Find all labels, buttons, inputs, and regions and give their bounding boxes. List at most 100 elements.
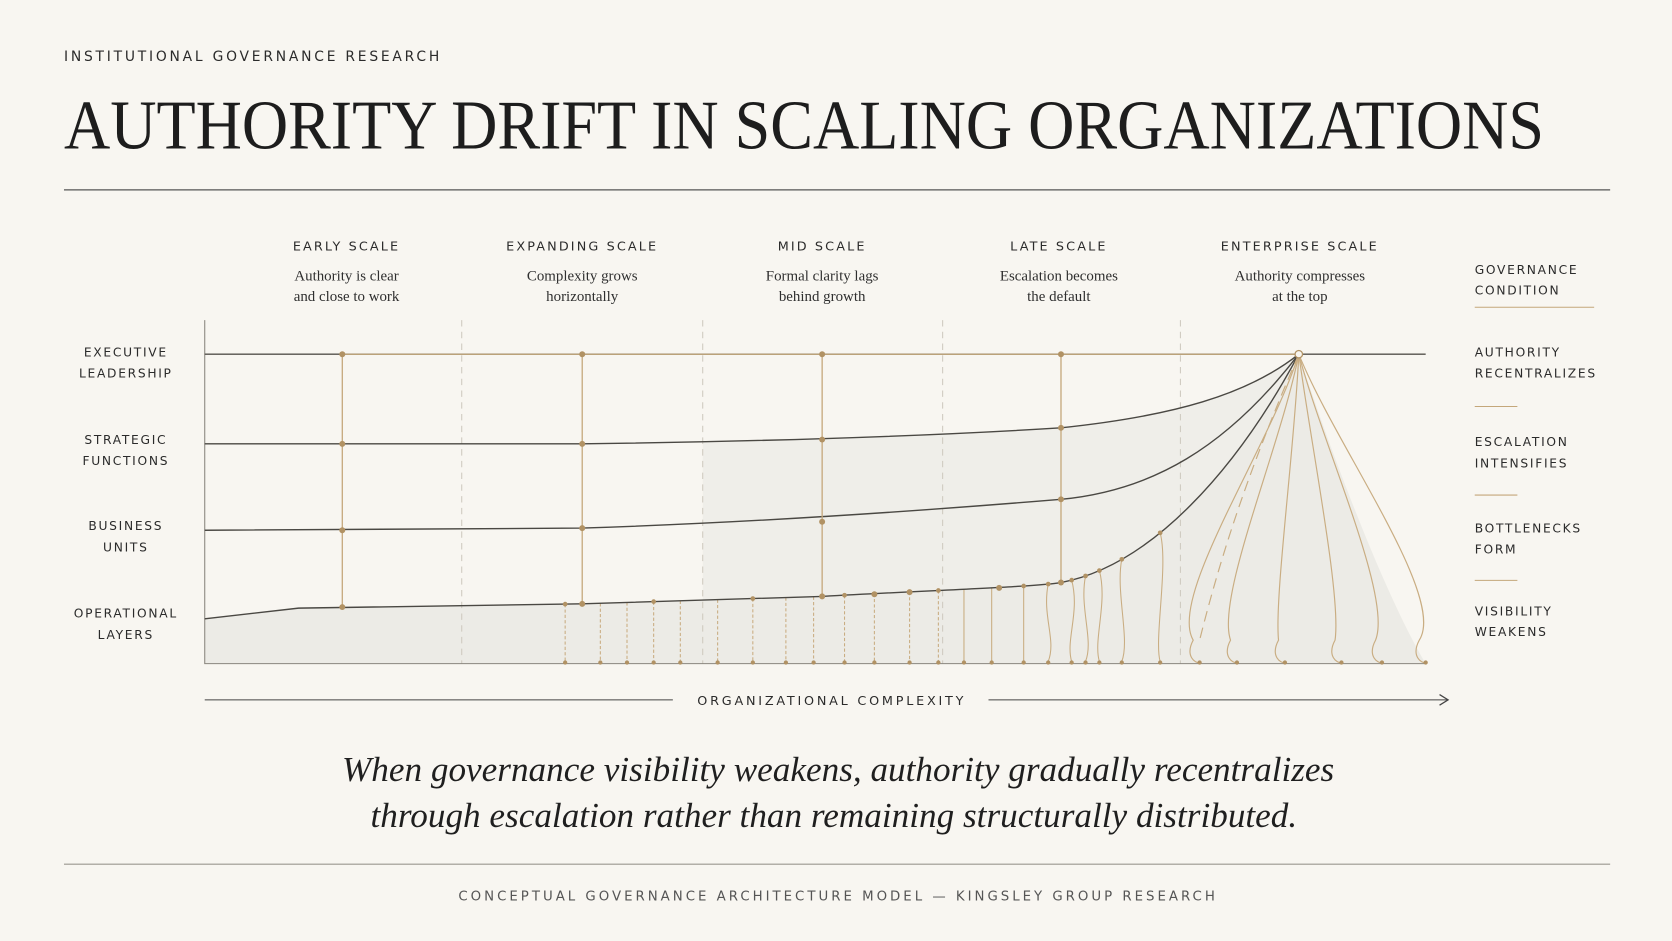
drop-dot xyxy=(842,660,847,665)
drop-dot xyxy=(624,660,630,665)
drop-dot xyxy=(783,660,789,665)
drop-dot xyxy=(872,660,877,665)
fan-dot xyxy=(1197,660,1202,665)
drop-dot xyxy=(961,660,967,665)
drop-dot xyxy=(936,660,941,665)
node-dot xyxy=(819,351,826,358)
curve-dot xyxy=(1157,530,1163,536)
stage-verticals xyxy=(341,354,1062,608)
axis-arrow xyxy=(1439,694,1450,706)
drop-dot xyxy=(1158,660,1163,665)
curve-dot xyxy=(562,601,568,607)
drop-dot xyxy=(1083,660,1088,665)
curve-dot xyxy=(651,599,657,604)
condition: VISIBILITY xyxy=(1475,605,1553,619)
stage-desc: the default xyxy=(1027,289,1091,305)
drop-dot xyxy=(1119,660,1124,665)
fan-dot xyxy=(1282,660,1288,665)
stage-label: EXPANDING SCALE xyxy=(506,240,658,255)
fan-dot xyxy=(1423,660,1428,665)
drop-line xyxy=(1097,570,1103,662)
stage-desc: Formal clarity lags xyxy=(766,269,879,285)
curve-dot xyxy=(936,588,941,593)
node-dot xyxy=(819,436,826,443)
node-dot xyxy=(339,351,346,358)
stage-desc: at the top xyxy=(1272,289,1328,305)
layers: EXECUTIVE LEADERSHIP STRATEGIC FUNCTIONS… xyxy=(74,345,178,642)
curve-dot xyxy=(1083,573,1088,579)
drop-dot xyxy=(1046,660,1051,665)
drop-dot xyxy=(563,660,568,665)
curve-dot xyxy=(1119,556,1125,562)
layer-label: UNITS xyxy=(103,541,149,555)
condition: WEAKENS xyxy=(1475,625,1548,639)
fan-dash xyxy=(1199,353,1300,641)
drop-dot xyxy=(750,660,755,665)
drop-dot xyxy=(1069,660,1074,665)
node-dot xyxy=(579,440,586,447)
conditions: GOVERNANCE CONDITION AUTHORITY RECENTRAL… xyxy=(1474,263,1597,639)
condition: FORM xyxy=(1475,543,1518,557)
drop-dot xyxy=(989,660,994,665)
stage-desc: behind growth xyxy=(779,289,866,305)
stage-desc: Authority compresses xyxy=(1235,269,1366,285)
layer-label: BUSINESS xyxy=(88,519,163,533)
node-dot xyxy=(339,440,346,447)
curve-dot xyxy=(1097,568,1102,573)
conditions-title: CONDITION xyxy=(1475,283,1561,297)
stage-desc: Escalation becomes xyxy=(1000,269,1118,285)
drop-lines xyxy=(564,532,1164,662)
condition: INTENSIFIES xyxy=(1475,456,1568,470)
condition: BOTTLENECKS xyxy=(1475,521,1582,535)
layer-label: STRATEGIC xyxy=(84,433,167,447)
apex xyxy=(1294,349,1304,359)
strategic-line xyxy=(204,353,1300,445)
node-dot xyxy=(996,584,1003,591)
condition: RECENTRALIZES xyxy=(1475,367,1597,381)
drop-line xyxy=(1046,583,1052,662)
drop-dot xyxy=(678,660,683,665)
shaded-band xyxy=(702,354,1299,600)
fan-line xyxy=(1298,354,1383,664)
node-dot xyxy=(339,604,346,611)
curve-dot xyxy=(1045,581,1051,587)
layer-label: EXECUTIVE xyxy=(84,345,168,359)
layer-label: LEADERSHIP xyxy=(79,367,173,381)
node-dot xyxy=(1058,579,1064,586)
node-dot xyxy=(819,518,826,525)
stage-desc: Complexity grows xyxy=(527,269,638,285)
stage-label: ENTERPRISE SCALE xyxy=(1221,240,1379,255)
eyebrow: INSTITUTIONAL GOVERNANCE RESEARCH xyxy=(64,49,442,65)
dots xyxy=(339,351,1428,665)
drop-dot xyxy=(715,660,720,665)
stage-label: MID SCALE xyxy=(778,240,867,255)
drop-line xyxy=(1158,532,1164,662)
drop-line xyxy=(1083,575,1089,662)
condition: ESCALATION xyxy=(1475,435,1569,449)
stage-desc: and close to work xyxy=(294,289,400,305)
layer-label: FUNCTIONS xyxy=(82,454,169,468)
layer-label: OPERATIONAL xyxy=(74,607,178,621)
fan-line xyxy=(1226,354,1300,664)
fan-line xyxy=(1274,354,1300,664)
drop-line xyxy=(1119,559,1125,662)
drop-dot xyxy=(811,660,816,665)
drop-dot xyxy=(1097,660,1102,665)
curve-dot xyxy=(1021,583,1027,589)
node-dot xyxy=(579,525,586,532)
fan-line xyxy=(1298,353,1426,664)
curve-dot xyxy=(1069,577,1075,583)
stages: EARLY SCALE Authority is clear and close… xyxy=(293,240,1379,305)
fan-dot xyxy=(1234,660,1240,665)
condition: AUTHORITY xyxy=(1475,345,1561,359)
frame xyxy=(204,320,1426,665)
node-dot xyxy=(1058,424,1064,431)
node-dot xyxy=(819,593,826,600)
node-dot xyxy=(1058,496,1064,503)
stage-desc: horizontally xyxy=(546,289,619,305)
stage-label: EARLY SCALE xyxy=(293,240,400,255)
drop-dot xyxy=(907,660,912,665)
title: AUTHORITY DRIFT IN SCALING ORGANIZATIONS xyxy=(64,86,1544,164)
fan-dot xyxy=(1339,660,1344,665)
fan-dot xyxy=(1379,660,1385,665)
